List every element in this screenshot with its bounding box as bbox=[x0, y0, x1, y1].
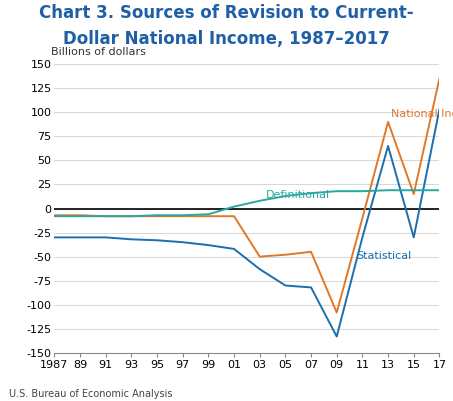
Text: National Income: National Income bbox=[390, 109, 453, 119]
Text: Chart 3. Sources of Revision to Current-: Chart 3. Sources of Revision to Current- bbox=[39, 4, 414, 22]
Text: Billions of dollars: Billions of dollars bbox=[51, 47, 145, 57]
Text: Dollar National Income, 1987–2017: Dollar National Income, 1987–2017 bbox=[63, 30, 390, 48]
Text: Definitional: Definitional bbox=[266, 190, 330, 200]
Text: U.S. Bureau of Economic Analysis: U.S. Bureau of Economic Analysis bbox=[9, 389, 173, 399]
Text: Statistical: Statistical bbox=[356, 251, 411, 261]
